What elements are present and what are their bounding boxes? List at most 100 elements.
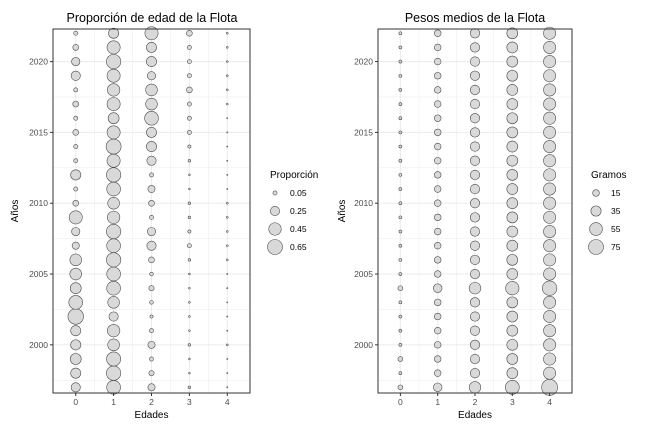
x-tick-label: 4 <box>547 397 552 407</box>
data-point <box>106 97 121 111</box>
data-point <box>226 258 229 262</box>
data-point <box>543 352 557 366</box>
data-point <box>106 181 121 197</box>
data-point <box>506 239 519 252</box>
data-point <box>70 169 82 181</box>
data-point <box>186 86 193 94</box>
data-point <box>226 329 229 332</box>
data-point <box>506 27 519 40</box>
legend-label: 0.25 <box>290 206 307 216</box>
legend-key-circle <box>272 190 278 196</box>
data-point <box>149 314 154 319</box>
data-point <box>543 111 557 125</box>
data-point <box>187 243 192 249</box>
data-point <box>226 358 229 360</box>
legend-title: Proporción <box>270 170 318 181</box>
data-point <box>398 243 403 248</box>
data-point <box>106 167 122 183</box>
data-point <box>226 117 229 120</box>
data-point <box>187 130 192 135</box>
data-point <box>398 371 403 375</box>
data-point <box>70 382 81 393</box>
data-point <box>226 216 229 219</box>
data-point <box>226 131 229 134</box>
data-point <box>398 215 403 220</box>
data-point <box>73 158 79 164</box>
data-point <box>106 351 122 367</box>
data-point <box>70 325 82 337</box>
data-point <box>543 154 557 168</box>
data-point <box>543 338 557 352</box>
data-point <box>434 57 442 66</box>
data-point <box>397 356 404 362</box>
data-point <box>106 380 121 395</box>
data-point <box>506 367 519 379</box>
data-point <box>398 314 403 319</box>
data-point <box>145 83 158 97</box>
x-tick-label: 4 <box>225 397 230 407</box>
data-point <box>148 370 155 377</box>
data-point <box>149 214 154 220</box>
data-point <box>398 187 403 191</box>
data-point <box>434 43 442 52</box>
data-point <box>226 386 229 389</box>
data-point <box>398 130 403 135</box>
data-point <box>543 125 557 139</box>
data-point <box>187 258 192 262</box>
data-point <box>468 282 482 295</box>
y-tick-label: 2005 <box>29 269 48 279</box>
data-point <box>69 267 82 281</box>
data-point <box>398 258 403 262</box>
data-point <box>187 59 192 64</box>
legend-key-circle <box>590 205 602 217</box>
data-point <box>469 339 481 350</box>
data-point <box>226 159 229 162</box>
legend-label: 15 <box>611 188 621 198</box>
data-point <box>506 211 519 224</box>
data-point <box>543 40 557 54</box>
data-point <box>187 144 192 149</box>
data-point <box>434 341 442 349</box>
data-point <box>70 70 81 81</box>
data-point <box>506 154 519 167</box>
data-point <box>73 87 79 93</box>
data-point <box>106 153 121 168</box>
y-axis-label: Años <box>337 200 348 223</box>
data-point <box>434 171 442 179</box>
data-point <box>434 369 442 377</box>
y-tick-label: 2000 <box>354 340 373 350</box>
data-point <box>188 357 191 361</box>
data-point <box>144 26 159 41</box>
data-point <box>188 315 191 318</box>
data-point <box>226 74 229 77</box>
data-point <box>506 69 519 82</box>
data-point <box>73 186 79 192</box>
legend-key-circle <box>270 206 280 216</box>
data-point <box>469 99 481 110</box>
data-point <box>398 59 403 64</box>
data-point <box>147 383 156 392</box>
data-point <box>506 339 519 351</box>
data-point <box>506 183 519 195</box>
data-point <box>398 328 403 333</box>
data-point <box>226 188 229 190</box>
data-point <box>506 41 519 54</box>
data-point <box>543 225 557 238</box>
data-point <box>543 253 557 267</box>
data-point <box>72 199 79 207</box>
x-axis-label: Edades <box>135 410 169 421</box>
data-point <box>469 226 481 237</box>
data-point <box>70 339 82 351</box>
data-point <box>434 100 442 108</box>
data-point <box>434 86 442 94</box>
data-point <box>146 240 157 251</box>
data-point <box>506 140 519 153</box>
data-point <box>106 40 121 55</box>
data-point <box>433 283 443 293</box>
data-point <box>71 227 81 236</box>
data-point <box>226 372 229 375</box>
data-point <box>434 298 442 307</box>
data-point <box>469 141 481 152</box>
